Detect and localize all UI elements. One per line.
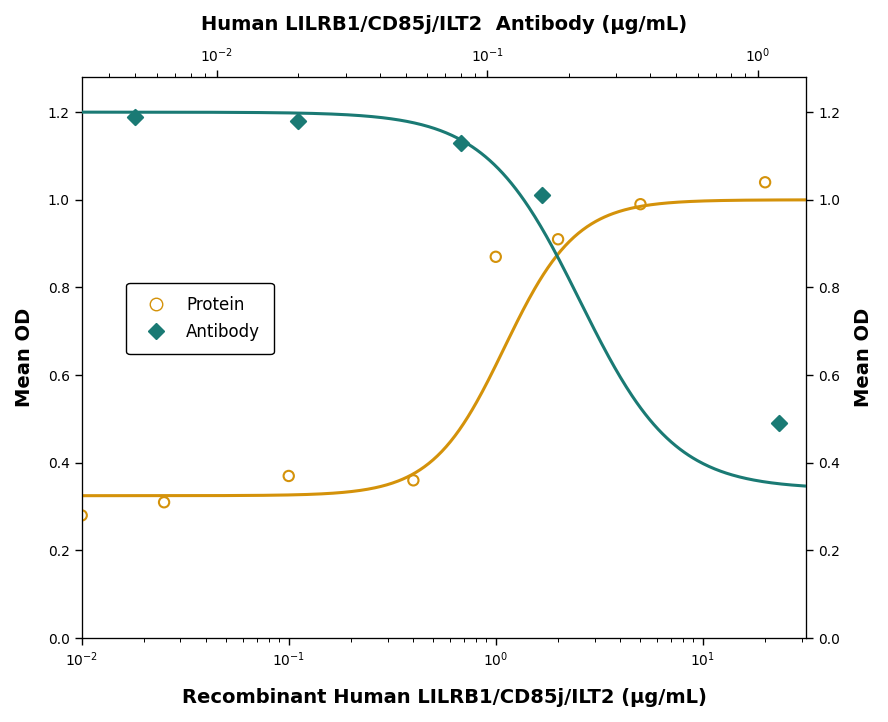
X-axis label: Recombinant Human LILRB1/CD85j/ILT2 (μg/mL): Recombinant Human LILRB1/CD85j/ILT2 (μg/… [181, 688, 707, 707]
Protein [551, 233, 565, 245]
X-axis label: Human LILRB1/CD85j/ILT2  Antibody (μg/mL): Human LILRB1/CD85j/ILT2 Antibody (μg/mL) [201, 15, 687, 34]
Legend: Protein, Antibody: Protein, Antibody [126, 283, 274, 354]
Y-axis label: Mean OD: Mean OD [854, 308, 873, 407]
Point [454, 137, 468, 149]
Protein [157, 497, 171, 508]
Y-axis label: Mean OD: Mean OD [15, 308, 34, 407]
Protein [633, 199, 647, 210]
Protein [281, 470, 296, 482]
Protein [75, 510, 89, 521]
Point [129, 110, 143, 122]
Point [772, 417, 786, 429]
Protein [758, 176, 773, 188]
Point [291, 115, 305, 126]
Protein [407, 474, 421, 486]
Point [535, 190, 550, 201]
Protein [488, 251, 503, 263]
